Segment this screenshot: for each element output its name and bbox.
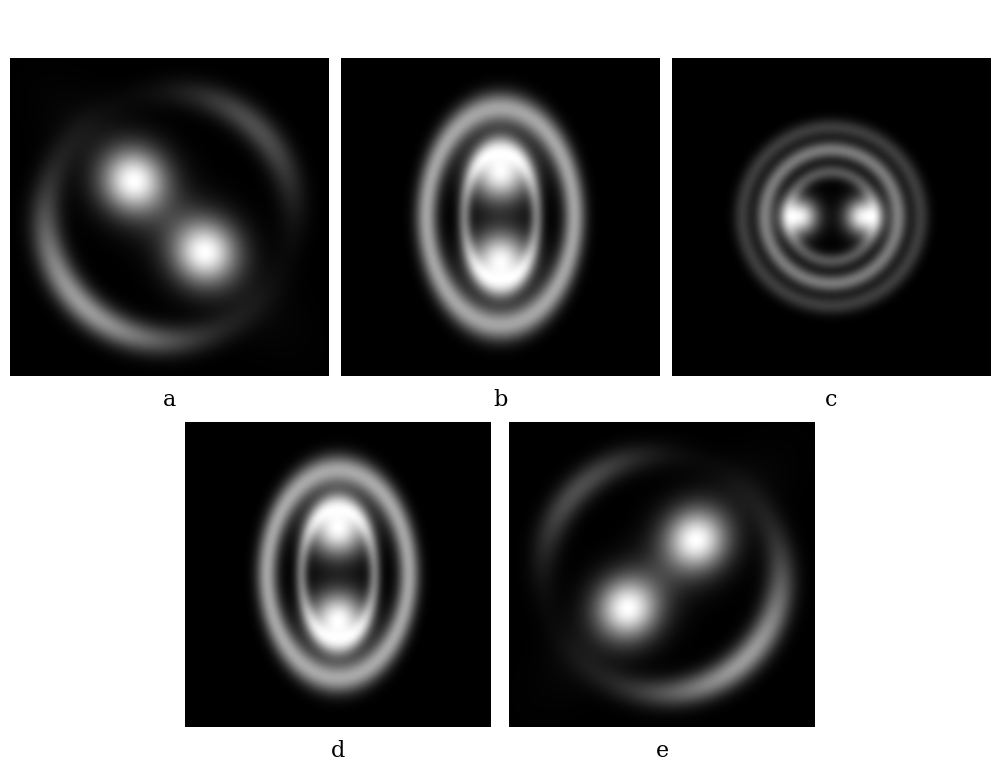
Text: b: b: [493, 389, 507, 411]
Text: a: a: [162, 389, 176, 411]
Text: c: c: [825, 389, 837, 411]
Text: e: e: [656, 740, 669, 761]
Text: d: d: [331, 740, 345, 761]
